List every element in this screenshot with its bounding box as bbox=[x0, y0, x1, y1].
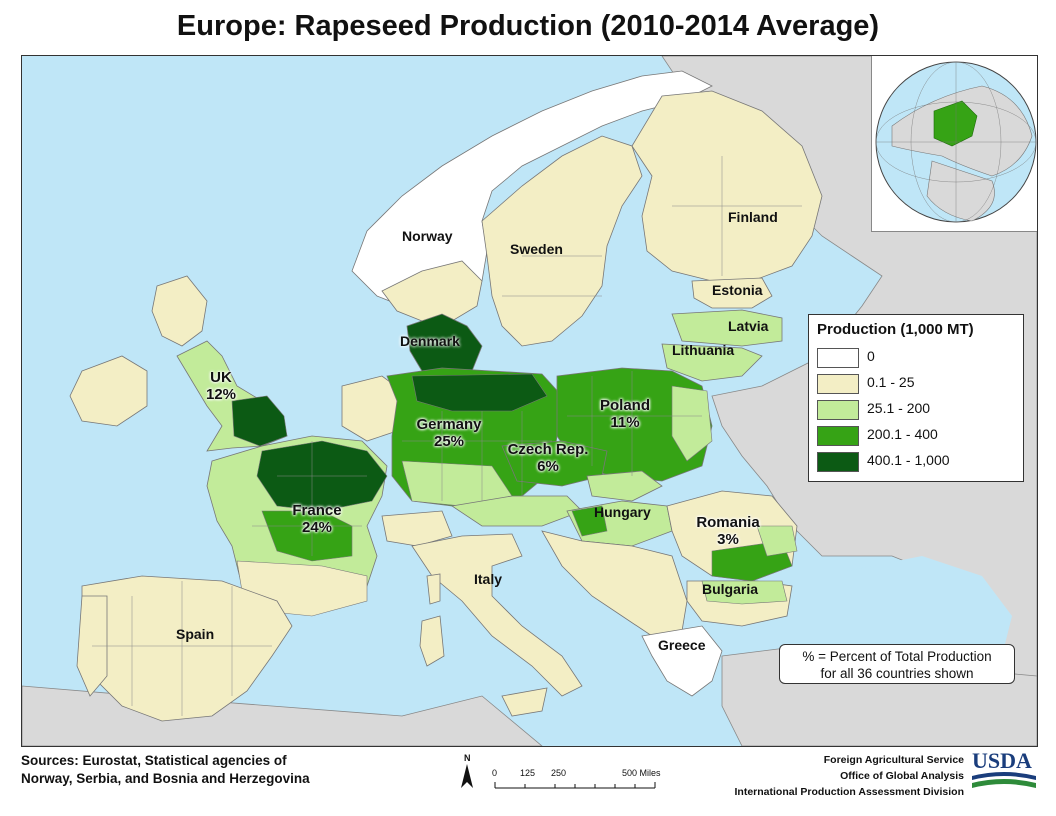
scale-ticks bbox=[494, 782, 656, 789]
legend-item-0: 0 bbox=[817, 346, 1017, 368]
label-italy: Italy bbox=[474, 571, 503, 587]
country-uk-north bbox=[151, 275, 208, 347]
sources-line2: Norway, Serbia, and Bosnia and Herzegovi… bbox=[21, 771, 310, 786]
legend-label-3: 200.1 - 400 bbox=[867, 426, 938, 442]
label-lithuania: Lithuania bbox=[672, 342, 735, 358]
legend-title: Production (1,000 MT) bbox=[817, 321, 974, 338]
globe-icon bbox=[875, 61, 1037, 223]
svg-text:USDA: USDA bbox=[972, 748, 1032, 773]
inset-globe-panel bbox=[871, 56, 1037, 232]
country-italy bbox=[411, 533, 583, 697]
label-latvia: Latvia bbox=[728, 318, 769, 334]
sources: Sources: Eurostat, Statistical agencies … bbox=[21, 752, 310, 788]
agency-line1: Foreign Agricultural Service bbox=[823, 754, 964, 766]
label-estonia: Estonia bbox=[712, 282, 763, 298]
label-finland: Finland bbox=[728, 209, 778, 225]
legend-swatch-1 bbox=[817, 374, 859, 394]
country-bulgaria-north bbox=[701, 580, 788, 605]
map-title: Europe: Rapeseed Production (2010-2014 A… bbox=[176, 10, 880, 42]
scale-bar: N 0 125 250 500 Miles bbox=[458, 750, 688, 810]
label-uk-name: UK bbox=[210, 369, 232, 386]
island-sicily bbox=[501, 687, 548, 717]
legend-item-3: 200.1 - 400 bbox=[817, 424, 1017, 446]
country-latvia bbox=[671, 309, 783, 347]
label-germany-name: Germany bbox=[416, 416, 482, 433]
label-czech-pct: 6% bbox=[537, 458, 559, 475]
legend-swatch-3 bbox=[817, 426, 859, 446]
label-uk: UK 12% bbox=[198, 369, 244, 403]
country-sweden bbox=[481, 135, 643, 347]
island-sardinia bbox=[419, 615, 445, 667]
legend-label-2: 25.1 - 200 bbox=[867, 400, 931, 416]
scale-tick-250: 250 bbox=[551, 768, 566, 778]
label-france-pct: 24% bbox=[301, 519, 333, 536]
country-poland-east bbox=[671, 385, 713, 462]
scale-tick-500: 500 Miles bbox=[622, 768, 661, 778]
label-spain: Spain bbox=[176, 626, 215, 642]
country-finland bbox=[631, 90, 823, 282]
label-poland-pct: 11% bbox=[610, 414, 640, 431]
percent-note-line2: for all 36 countries shown bbox=[820, 666, 974, 681]
legend: Production (1,000 MT) 0 0.1 - 25 25.1 - … bbox=[808, 314, 1024, 482]
label-greece: Greece bbox=[658, 637, 706, 653]
label-poland-name: Poland bbox=[599, 397, 650, 414]
usda-logo-icon: USDA bbox=[972, 748, 1036, 788]
legend-swatch-2 bbox=[817, 400, 859, 420]
north-arrow-icon bbox=[461, 764, 473, 788]
legend-item-2: 25.1 - 200 bbox=[817, 398, 1017, 420]
label-germany: Germany 25% bbox=[406, 416, 492, 450]
black-sea bbox=[822, 556, 1012, 666]
country-hungary-west bbox=[571, 505, 608, 537]
percent-note: % = Percent of Total Production for all … bbox=[779, 644, 1015, 684]
label-norway: Norway bbox=[402, 228, 453, 244]
scale-tick-125: 125 bbox=[520, 768, 535, 778]
country-ireland bbox=[69, 355, 148, 427]
country-germany-north bbox=[411, 373, 548, 412]
agency-line2: Office of Global Analysis bbox=[840, 770, 964, 782]
sources-line1: Sources: Eurostat, Statistical agencies … bbox=[21, 753, 287, 768]
legend-label-0: 0 bbox=[867, 348, 875, 364]
label-france: France 24% bbox=[280, 502, 354, 536]
legend-item-1: 0.1 - 25 bbox=[817, 372, 1017, 394]
country-uk-south bbox=[231, 395, 288, 447]
country-france-center bbox=[261, 510, 353, 562]
country-lithuania bbox=[661, 343, 763, 382]
label-czech: Czech Rep. 6% bbox=[496, 441, 600, 475]
label-romania: Romania 3% bbox=[686, 514, 770, 548]
label-czech-name: Czech Rep. bbox=[507, 441, 589, 458]
legend-label-1: 0.1 - 25 bbox=[867, 374, 915, 390]
north-arrow-label: N bbox=[464, 753, 471, 763]
label-poland: Poland 11% bbox=[588, 397, 662, 431]
usda-logo: USDA bbox=[970, 746, 1038, 796]
agency-credit: Foreign Agricultural Service Office of G… bbox=[735, 752, 965, 800]
label-germany-pct: 25% bbox=[433, 433, 465, 450]
legend-swatch-4 bbox=[817, 452, 859, 472]
legend-label-4: 400.1 - 1,000 bbox=[867, 452, 950, 468]
country-slovakia bbox=[586, 470, 663, 502]
country-greece bbox=[641, 625, 723, 697]
label-uk-pct: 12% bbox=[205, 386, 237, 403]
label-hungary: Hungary bbox=[594, 504, 651, 520]
map-frame[interactable]: Norway Sweden Finland Estonia Latvia Lit… bbox=[21, 55, 1038, 747]
country-estonia bbox=[691, 277, 773, 309]
island-corsica bbox=[426, 573, 441, 605]
label-romania-name: Romania bbox=[696, 514, 760, 531]
legend-item-4: 400.1 - 1,000 bbox=[817, 450, 1017, 472]
scale-tick-0: 0 bbox=[492, 768, 497, 778]
regional-borders bbox=[92, 156, 802, 716]
scale-bar-graphic: N 0 125 250 500 Miles bbox=[461, 753, 661, 789]
country-romania-east bbox=[756, 525, 798, 557]
label-romania-pct: 3% bbox=[717, 531, 739, 548]
legend-swatch-0 bbox=[817, 348, 859, 368]
country-norway-south bbox=[381, 260, 483, 322]
country-switzerland bbox=[381, 510, 453, 547]
agency-line3: International Production Assessment Divi… bbox=[734, 786, 965, 798]
label-denmark: Denmark bbox=[400, 333, 460, 349]
percent-note-line1: % = Percent of Total Production bbox=[802, 649, 992, 664]
label-sweden: Sweden bbox=[510, 241, 563, 257]
label-bulgaria: Bulgaria bbox=[702, 581, 759, 597]
label-france-name: France bbox=[292, 502, 342, 519]
